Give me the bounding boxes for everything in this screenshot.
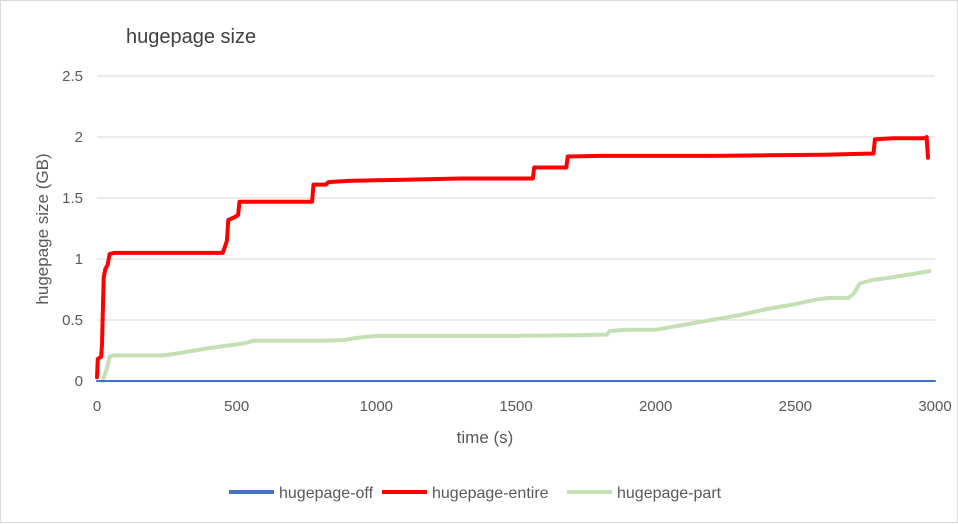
y-tick-label: 0.5: [62, 312, 83, 329]
legend: hugepage-off hugepage-entire hugepage-part: [229, 485, 722, 502]
x-tick-label: 0: [93, 398, 101, 415]
x-tick-labels: 0 500 1000 1500 2000 2500 3000: [93, 398, 952, 415]
y-tick-labels: 0 0.5 1 1.5 2 2.5: [62, 68, 83, 390]
x-tick-label: 1000: [360, 398, 393, 415]
x-tick-label: 2500: [779, 398, 812, 415]
y-tick-label: 1.5: [62, 190, 83, 207]
legend-label: hugepage-off: [279, 485, 374, 502]
chart-title: hugepage size: [126, 26, 256, 48]
x-axis-label: time (s): [457, 428, 514, 447]
y-axis-label: hugepage size (GB): [33, 153, 52, 304]
y-tick-label: 2: [75, 129, 83, 146]
y-tick-label: 2.5: [62, 68, 83, 85]
x-tick-label: 3000: [918, 398, 951, 415]
x-tick-label: 2000: [639, 398, 672, 415]
x-tick-label: 500: [224, 398, 249, 415]
y-tick-label: 0: [75, 373, 83, 390]
legend-label: hugepage-part: [617, 485, 722, 502]
series-line-hugepage-part: [100, 269, 932, 383]
x-tick-label: 1500: [499, 398, 532, 415]
series-line-hugepage-entire: [95, 135, 930, 380]
series-lines: [95, 135, 936, 383]
legend-label: hugepage-entire: [432, 485, 549, 502]
y-tick-label: 1: [75, 251, 83, 268]
